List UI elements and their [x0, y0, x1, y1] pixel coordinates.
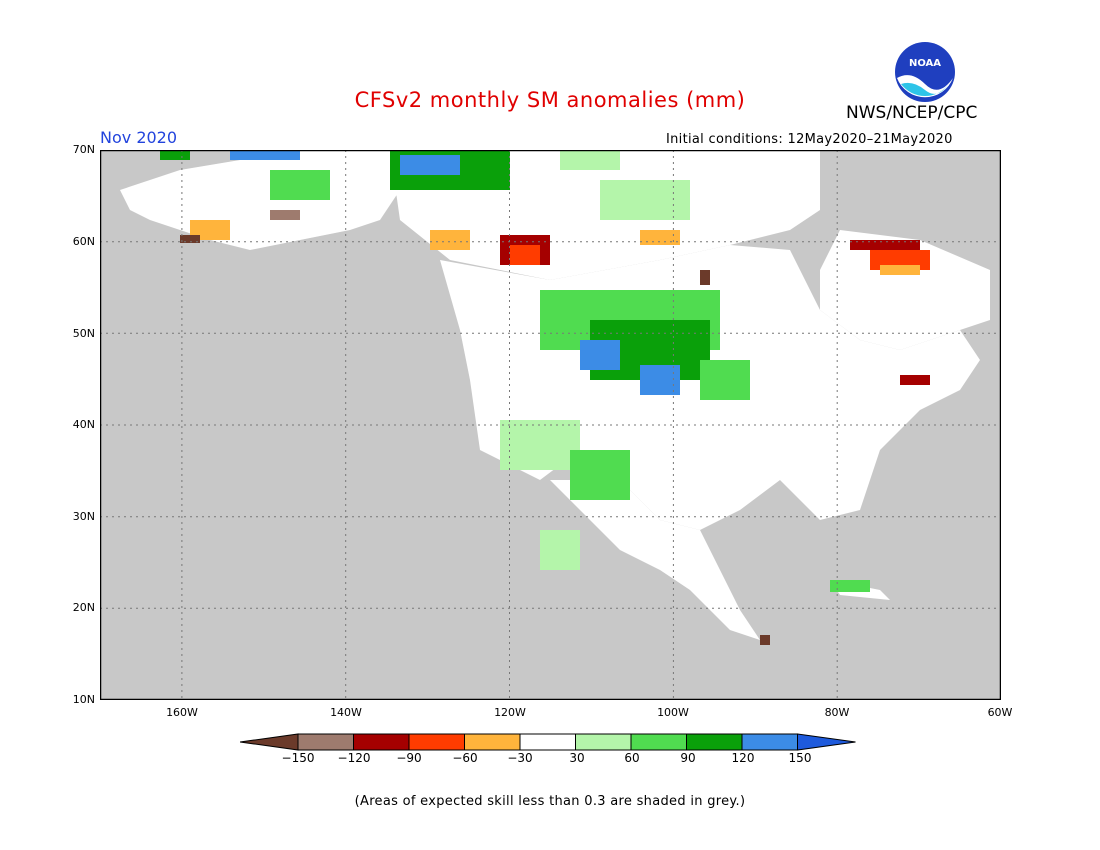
grid-lines [100, 150, 1001, 700]
anomaly-cell [580, 340, 620, 370]
colorbar-label: 150 [788, 751, 812, 765]
colorbar-arrow-right [797, 733, 856, 751]
lon-label-80w: 80W [824, 706, 850, 719]
colorbar-segment [575, 733, 632, 751]
anomaly-cell [560, 150, 620, 170]
lon-label-100w: 100W [657, 706, 689, 719]
anomaly-cell [760, 440, 800, 460]
colorbar-segment [630, 733, 687, 751]
colorbar-label: 90 [680, 751, 696, 765]
anomaly-patches [160, 150, 930, 645]
anomaly-cell [600, 180, 690, 220]
anomaly-cell [760, 635, 770, 645]
anomaly-cell [880, 265, 920, 275]
soil-moisture-map [100, 150, 1001, 700]
anomaly-cell [640, 230, 680, 245]
lat-label-70n: 70N [72, 143, 95, 156]
colorbar-label: 30 [569, 751, 585, 765]
colorbar-segment [741, 733, 798, 751]
colorbar-segment [297, 733, 354, 751]
colorbar-segment [408, 733, 465, 751]
lat-label-10n: 10N [72, 693, 95, 706]
anomaly-cell [500, 420, 580, 470]
lat-label-30n: 30N [72, 510, 95, 523]
anomaly-cell [540, 530, 580, 570]
colorbar-segment [464, 733, 521, 751]
colorbar-segment [519, 733, 576, 751]
forecast-month: Nov 2020 [100, 128, 178, 147]
noaa-logo: NOAA [895, 42, 955, 102]
colorbar-label: −30 [507, 751, 533, 765]
anomaly-cell [830, 580, 870, 592]
colorbar-segment [353, 733, 410, 751]
colorbar-label: −150 [281, 751, 315, 765]
colorbar-label: 60 [624, 751, 640, 765]
colorbar-segment [686, 733, 743, 751]
anomaly-cell [270, 170, 330, 200]
initial-conditions: Initial conditions: 12May2020–21May2020 [666, 132, 953, 147]
colorbar-label: −60 [452, 751, 478, 765]
quebec-land [820, 230, 990, 350]
anomaly-cell [900, 375, 930, 385]
anomaly-cell [230, 150, 300, 160]
anomaly-cell [700, 270, 710, 285]
lon-label-140w: 140W [330, 706, 362, 719]
lon-label-60w: 60W [987, 706, 1013, 719]
anomaly-cell [850, 240, 920, 250]
map-frame [100, 150, 1001, 700]
lat-label-50n: 50N [72, 327, 95, 340]
agency-label: NWS/NCEP/CPC [846, 103, 978, 123]
lat-label-40n: 40N [72, 418, 95, 431]
anomaly-cell [270, 210, 300, 220]
anomaly-cell [430, 230, 470, 250]
anomaly-cell [570, 450, 630, 500]
anomaly-cell [510, 245, 540, 265]
map-title: CFSv2 monthly SM anomalies (mm) [354, 88, 746, 112]
lon-label-120w: 120W [494, 706, 526, 719]
anomaly-cell [700, 360, 750, 400]
lat-label-60n: 60N [72, 235, 95, 248]
mexico-land [550, 480, 760, 640]
lon-label-160w: 160W [166, 706, 198, 719]
skill-footnote: (Areas of expected skill less than 0.3 a… [354, 794, 746, 809]
colorbar-label: 120 [731, 751, 755, 765]
noaa-logo-text: NOAA [909, 58, 941, 69]
colorbar [240, 733, 856, 751]
anomaly-cell [180, 235, 200, 243]
lat-label-20n: 20N [72, 601, 95, 614]
anomaly-cell [160, 150, 190, 160]
colorbar-label: −90 [396, 751, 422, 765]
anomaly-cell [640, 365, 680, 395]
anomaly-cell [400, 155, 460, 175]
colorbar-label: −120 [337, 751, 371, 765]
colorbar-arrow-left [240, 733, 299, 751]
